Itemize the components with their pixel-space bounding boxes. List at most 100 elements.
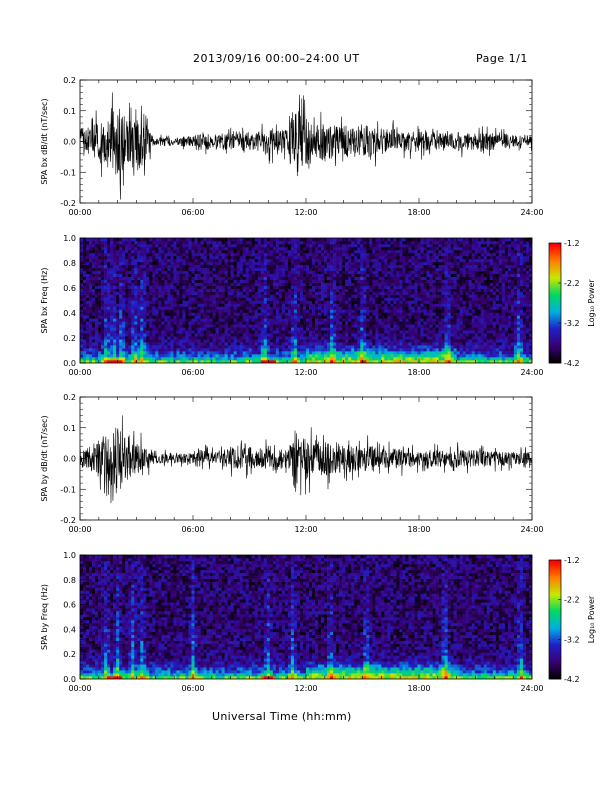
- heatmap-cell: [125, 318, 129, 322]
- heatmap-cell: [110, 294, 114, 298]
- heatmap-cell: [227, 315, 231, 319]
- heatmap-cell: [342, 318, 346, 322]
- heatmap-cell: [290, 243, 295, 248]
- heatmap-cell: [215, 297, 219, 301]
- heatmap-cell: [360, 357, 364, 361]
- heatmap-cell: [290, 360, 295, 363]
- heatmap-cell: [98, 348, 102, 352]
- heatmap-cell: [83, 282, 87, 286]
- heatmap-cell: [384, 258, 388, 263]
- heatmap-cell: [209, 348, 213, 352]
- heatmap-cell: [345, 327, 349, 331]
- heatmap-cell: [167, 249, 171, 254]
- heatmap-cell: [191, 264, 195, 269]
- heatmap-cell: [194, 330, 198, 334]
- heatmap-cell: [309, 279, 313, 283]
- heatmap-cell: [173, 309, 177, 313]
- heatmap-cell: [260, 303, 265, 307]
- heatmap-cell: [357, 315, 361, 319]
- heatmap-cell: [266, 339, 271, 343]
- heatmap-cell: [405, 273, 409, 277]
- heatmap-cell: [315, 309, 319, 313]
- heatmap-cell: [302, 246, 307, 251]
- heatmap-cell: [242, 336, 247, 340]
- heatmap-cell: [137, 312, 141, 316]
- heatmap-cell: [339, 243, 343, 248]
- heatmap-cell: [426, 288, 430, 292]
- heatmap-cell: [366, 238, 370, 242]
- heatmap-cell: [263, 333, 268, 337]
- heatmap-cell: [348, 273, 352, 277]
- heatmap-cell: [254, 339, 259, 343]
- heatmap-cell: [336, 360, 340, 363]
- heatmap-cell: [396, 246, 400, 251]
- heatmap-cell: [290, 342, 295, 346]
- heatmap-cell: [245, 291, 250, 295]
- heatmap-cell: [339, 312, 343, 316]
- heatmap-cell: [396, 330, 400, 334]
- heatmap-cell: [342, 303, 346, 307]
- heatmap-cell: [152, 300, 156, 304]
- heatmap-cell: [405, 285, 409, 289]
- heatmap-cell: [158, 249, 162, 254]
- heatmap-cell: [269, 357, 274, 361]
- heatmap-cell: [176, 291, 180, 295]
- heatmap-cell: [342, 285, 346, 289]
- heatmap-cell: [251, 330, 256, 334]
- heatmap-cell: [396, 258, 400, 263]
- heatmap-cell: [107, 345, 111, 349]
- heatmap-cell: [134, 360, 138, 363]
- heatmap-cell: [242, 357, 247, 361]
- heatmap-cell: [345, 240, 349, 245]
- heatmap-cell: [149, 327, 153, 331]
- heatmap-cell: [239, 351, 244, 355]
- heatmap-cell: [137, 315, 141, 319]
- heatmap-cell: [101, 285, 105, 289]
- heatmap-cell: [116, 240, 120, 245]
- heatmap-cell: [134, 261, 138, 266]
- heatmap-cell: [146, 339, 150, 343]
- heatmap-cell: [321, 342, 325, 346]
- heatmap-cell: [357, 246, 361, 251]
- heatmap-cell: [152, 255, 156, 260]
- heatmap-cell: [327, 240, 331, 245]
- heatmap-cell: [92, 333, 96, 337]
- heatmap-cell: [348, 357, 352, 361]
- heatmap-cell: [417, 333, 421, 337]
- heatmap-cell: [206, 312, 210, 316]
- heatmap-cell: [363, 318, 367, 322]
- heatmap-cell: [101, 360, 105, 363]
- heatmap-cell: [423, 297, 427, 301]
- heatmap-cell: [327, 294, 331, 298]
- heatmap-cell: [315, 333, 319, 337]
- heatmap-cell: [185, 249, 189, 254]
- heatmap-cell: [131, 238, 135, 242]
- heatmap-cell: [113, 249, 117, 254]
- heatmap-cell: [167, 267, 171, 272]
- heatmap-cell: [354, 312, 358, 316]
- heatmap-cell: [116, 261, 120, 266]
- heatmap-cell: [260, 354, 265, 358]
- heatmap-cell: [351, 345, 355, 349]
- heatmap-cell: [330, 243, 334, 248]
- heatmap-cell: [143, 351, 147, 355]
- heatmap-cell: [161, 288, 165, 292]
- heatmap-cell: [167, 339, 171, 343]
- heatmap-cell: [86, 243, 90, 248]
- heatmap-cell: [339, 282, 343, 286]
- heatmap-cell: [188, 261, 192, 266]
- heatmap-cell: [396, 255, 400, 260]
- heatmap-cell: [423, 333, 427, 337]
- heatmap-cell: [284, 360, 289, 363]
- heatmap-cell: [104, 285, 108, 289]
- heatmap-cell: [80, 238, 84, 242]
- heatmap-cell: [330, 249, 334, 254]
- heatmap-cell: [197, 267, 201, 272]
- heatmap-cell: [330, 285, 334, 289]
- heatmap-cell: [345, 288, 349, 292]
- heatmap-cell: [269, 360, 274, 363]
- heatmap-cell: [387, 336, 391, 340]
- heatmap-cell: [315, 318, 319, 322]
- heatmap-cell: [152, 261, 156, 266]
- heatmap-cell: [230, 249, 234, 254]
